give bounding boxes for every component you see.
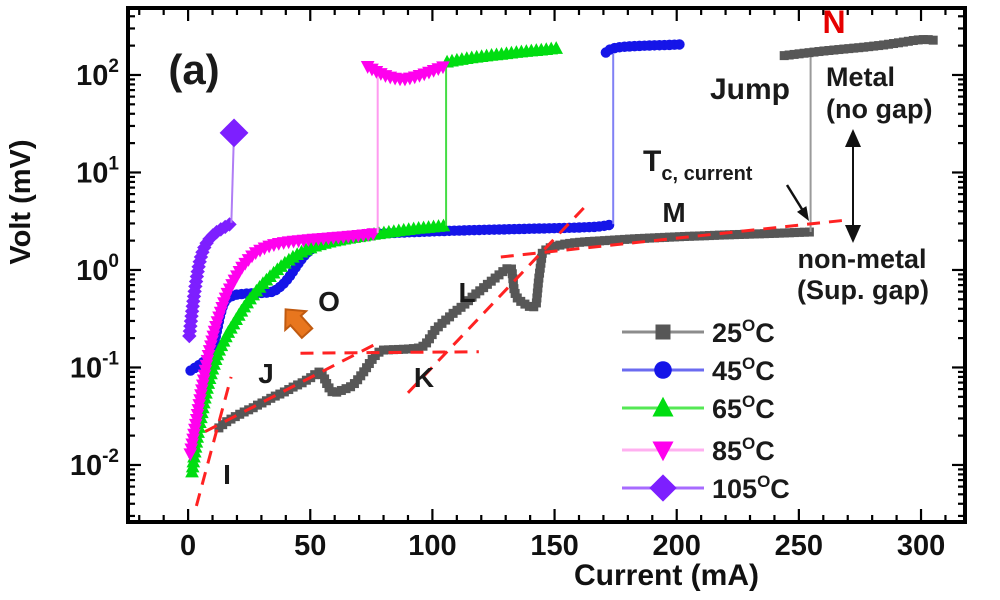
annotations: (a) N Jump Metal(no gap) Tc, current Mnon-met… xyxy=(168,4,932,490)
series-85c xyxy=(183,61,450,462)
y-axis-title: Volt (mV) xyxy=(5,139,37,264)
x-axis-title: Current (mA) xyxy=(574,559,759,592)
annotation-label-metal: Metal xyxy=(826,62,895,92)
y-tick-label: 100 xyxy=(76,251,119,287)
annotation-label-m: M xyxy=(662,197,685,228)
annotation-label-sup-gap: (Sup. gap) xyxy=(797,275,929,305)
annotation-arrows xyxy=(284,129,861,340)
legend-item-45c: 45OC xyxy=(622,354,775,386)
guide-j-line xyxy=(204,343,375,433)
annotation-label-nonmetal: non-metal xyxy=(797,244,926,274)
y-tick-label: 10-2 xyxy=(70,446,119,482)
x-tick-label: 0 xyxy=(180,530,196,562)
annotation-label-no-gap: (no gap) xyxy=(826,94,932,124)
annotation-label-o: O xyxy=(318,286,340,317)
legend-item-85c: 85OC xyxy=(622,434,775,466)
y-tick-label: 10-1 xyxy=(70,348,120,384)
x-tick-label: 50 xyxy=(294,530,326,562)
legend-label: 65OC xyxy=(712,392,775,424)
legend-label: 105OC xyxy=(712,472,790,504)
legend-item-105c: 105OC xyxy=(622,472,790,504)
x-tick-label: 100 xyxy=(408,530,456,562)
annotation-label-j: J xyxy=(258,358,274,389)
annotation-label-jump: Jump xyxy=(710,73,790,106)
legend-item-25c: 25OC xyxy=(622,316,775,348)
axis-labels: 0 50 100 150 200 250 300 102 101 100 10-1 10-2 Curre… xyxy=(5,56,945,592)
annotation-panel-label: (a) xyxy=(168,46,219,93)
annotation-label-i: I xyxy=(223,459,231,490)
legend-label: 85OC xyxy=(712,434,775,466)
legend-label: 25OC xyxy=(712,316,775,348)
x-tick-label: 150 xyxy=(530,530,578,562)
legend-item-65c: 65OC xyxy=(622,392,775,424)
guide-k-line xyxy=(300,350,479,355)
annotation-label-l: L xyxy=(458,277,475,308)
guide-i-line xyxy=(194,376,233,507)
guide-m-line xyxy=(500,218,848,259)
annotation-label-tc-current: Tc, current xyxy=(643,145,753,185)
annotation-label-n: N xyxy=(822,4,845,40)
legend: 25OC 45OC 65OC 85OC 105OC xyxy=(622,316,790,504)
orange-arrow-icon xyxy=(284,308,314,340)
x-tick-label: 200 xyxy=(653,530,701,562)
plot-frame xyxy=(126,6,967,524)
guide-lines xyxy=(194,201,848,507)
jump-line-105c xyxy=(230,139,235,223)
series-105c xyxy=(182,118,249,344)
y-tick-label: 102 xyxy=(76,56,119,92)
legend-label: 45OC xyxy=(712,354,775,386)
x-tick-label: 300 xyxy=(897,530,945,562)
x-tick-label: 250 xyxy=(775,530,823,562)
y-tick-label: 101 xyxy=(76,153,119,189)
annotation-label-k: K xyxy=(414,362,434,393)
